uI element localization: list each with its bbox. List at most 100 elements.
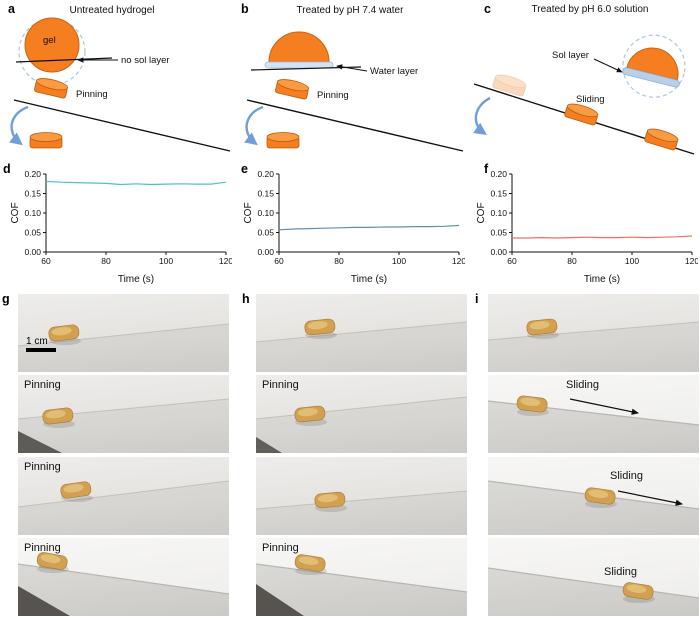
svg-text:60: 60 [274, 256, 284, 266]
scale-bar-line [26, 348, 56, 352]
svg-text:0.10: 0.10 [257, 208, 274, 218]
photo-h-3 [256, 457, 467, 535]
scale-bar: 1 cm [26, 336, 56, 352]
hydrogel-puck [294, 405, 326, 423]
water-layer-arrow [336, 64, 368, 72]
photo-label: Pinning [24, 542, 61, 554]
diagram-c-svg: Treated by pH 6.0 solution Sol layer Sli… [473, 4, 695, 155]
chart-panel-e: 0.00 0.05 0.10 0.15 0.20 60 80 100 120 COF Time (s… [233, 158, 466, 290]
chart-panel-f: 0.00 0.05 0.10 0.15 0.20 60 80 100 120 COF Time (s… [466, 158, 700, 290]
svg-text:0.00: 0.00 [24, 247, 41, 257]
svg-text:Time (s): Time (s) [351, 274, 387, 285]
no-sol-layer-label: no sol layer [121, 55, 170, 66]
sol-layer-label: Sol layer [552, 50, 589, 61]
gel-puck-mid [564, 103, 599, 126]
hydrogel-puck [314, 491, 346, 509]
svg-text:0.20: 0.20 [24, 169, 41, 179]
hydrogel-puck [294, 554, 326, 572]
panel-letter-i: i [475, 292, 479, 306]
photo-g-2: Pinning [18, 375, 229, 453]
gel-puck-ghost [492, 74, 527, 97]
svg-text:120: 120 [219, 256, 232, 266]
photo-g-4: Pinning [18, 538, 229, 616]
cof-chart-f: 0.00 0.05 0.10 0.15 0.20 60 80 100 120 COF Time (s… [476, 169, 698, 285]
diagram-panel-a: Untreated hydrogel gel no sol layer Pinn… [0, 0, 233, 158]
gel-puck-bottom [29, 132, 63, 149]
sliding-direction-arrow [617, 490, 684, 506]
photo-i-4: Sliding [488, 538, 699, 616]
svg-text:60: 60 [41, 256, 51, 266]
panel-c-title: Treated by pH 6.0 solution [532, 4, 649, 15]
gel-puck-bottom [266, 132, 300, 149]
svg-text:COF: COF [243, 202, 254, 223]
diagram-panel-b: Treated by pH 7.4 water Water layer Pinn… [233, 0, 466, 158]
photo-i-2: Sliding [488, 375, 699, 453]
panel-a-title: Untreated hydrogel [69, 5, 154, 16]
diagram-panel-c: Treated by pH 6.0 solution Sol layer Sli… [466, 0, 700, 158]
rotation-arrow [244, 105, 264, 146]
gel-puck-on-incline [275, 79, 310, 100]
svg-text:0.20: 0.20 [490, 169, 507, 179]
photo-label: Pinning [24, 379, 61, 391]
svg-text:80: 80 [567, 256, 577, 266]
svg-text:0.15: 0.15 [257, 189, 274, 199]
hydrogel-puck [526, 318, 558, 336]
svg-text:0.10: 0.10 [24, 208, 41, 218]
diagram-a-svg: Untreated hydrogel gel no sol layer Pinn… [9, 5, 231, 152]
panel-letter-a: a [8, 2, 15, 16]
svg-text:100: 100 [392, 256, 406, 266]
photo-h-2: Pinning [256, 375, 467, 453]
panel-letter-d: d [3, 162, 11, 176]
photo-i-1 [488, 294, 699, 372]
gel-circle [24, 17, 80, 73]
svg-text:Time (s): Time (s) [584, 274, 620, 285]
rotation-arrow [9, 105, 29, 146]
svg-text:60: 60 [507, 256, 517, 266]
svg-text:0.15: 0.15 [24, 189, 41, 199]
svg-text:0.00: 0.00 [257, 247, 274, 257]
sliding-direction-arrow [569, 398, 640, 415]
gel-dome [268, 31, 330, 63]
cof-chart-d: 0.00 0.05 0.10 0.15 0.20 60 80 100 120 COF Time (s… [10, 169, 232, 285]
svg-text:120: 120 [685, 256, 698, 266]
photo-h-1 [256, 294, 467, 372]
cof-chart-e: 0.00 0.05 0.10 0.15 0.20 60 80 100 120 COF Time (s… [243, 169, 465, 285]
svg-text:0.05: 0.05 [24, 228, 41, 238]
svg-text:120: 120 [452, 256, 465, 266]
panel-letter-h: h [242, 292, 250, 306]
chart-panel-d: 0.00 0.05 0.10 0.15 0.20 60 80 100 120 COF Time (s… [0, 158, 233, 290]
svg-text:100: 100 [625, 256, 639, 266]
photo-label: Pinning [262, 379, 299, 391]
scale-bar-text: 1 cm [26, 336, 48, 347]
pinning-label: Pinning [76, 89, 108, 100]
photo-g-1: 1 cm [18, 294, 229, 372]
hydrogel-puck [42, 407, 74, 425]
panel-letter-c: c [484, 2, 491, 16]
photo-label: Sliding [604, 566, 638, 578]
hydrogel-puck [622, 582, 654, 600]
panel-b-title: Treated by pH 7.4 water [297, 5, 405, 16]
svg-text:0.05: 0.05 [257, 228, 274, 238]
panel-letter-b: b [241, 2, 249, 16]
photo-label: Sliding [566, 379, 600, 391]
gel-dome-with-sol [622, 34, 686, 98]
hydrogel-puck [48, 324, 80, 342]
svg-text:0.05: 0.05 [490, 228, 507, 238]
hydrogel-puck [304, 318, 336, 336]
photo-label: Pinning [24, 461, 61, 473]
panel-letter-e: e [241, 162, 248, 176]
svg-text:0.00: 0.00 [490, 247, 507, 257]
pinning-label: Pinning [317, 90, 349, 101]
hydrogel-puck [584, 487, 616, 505]
photo-i-3: Sliding [488, 457, 699, 535]
sliding-label: Sliding [576, 94, 605, 105]
diagram-b-svg: Treated by pH 7.4 water Water layer Pinn… [244, 5, 464, 152]
rotation-arrow [473, 96, 491, 136]
svg-text:0.10: 0.10 [490, 208, 507, 218]
svg-text:COF: COF [10, 202, 21, 223]
gel-label: gel [43, 35, 56, 46]
hydrogel-puck [60, 481, 92, 499]
hydrogel-puck [516, 395, 548, 413]
gel-puck-end [644, 128, 679, 151]
sol-layer-arrow [593, 58, 623, 73]
